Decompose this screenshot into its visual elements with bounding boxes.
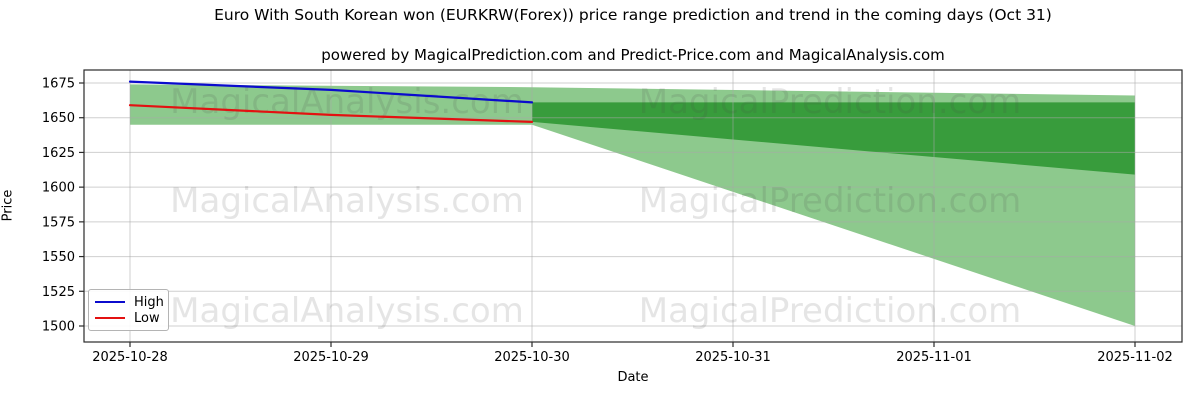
y-tick-label: 1500 <box>42 319 75 334</box>
x-axis-label: Date <box>617 370 649 385</box>
chart-title: Euro With South Korean won (EURKRW(Forex… <box>214 6 1052 24</box>
watermark-text: MagicalAnalysis.com <box>170 291 524 331</box>
x-tick-label: 2025-11-02 <box>1097 350 1173 365</box>
high-line <box>128 80 534 104</box>
low-line <box>128 104 534 124</box>
low-line-swatch <box>95 317 125 319</box>
y-tick-label: 1575 <box>42 215 75 230</box>
legend: High Low <box>88 289 169 331</box>
y-tick-label: 1550 <box>42 250 75 265</box>
plot-border <box>83 69 1183 343</box>
high-line-swatch <box>95 301 125 303</box>
y-tick-label: 1675 <box>42 77 75 92</box>
legend-label-low: Low <box>134 310 160 326</box>
watermark-text: MagicalAnalysis.com <box>170 181 524 221</box>
y-tick-label: 1600 <box>42 181 75 196</box>
x-tick-label: 2025-10-28 <box>92 350 168 365</box>
watermark-text: MagicalPrediction.com <box>639 82 1022 122</box>
y-axis-label: Price <box>0 189 16 222</box>
chart-subtitle: powered by MagicalPrediction.com and Pre… <box>321 46 945 64</box>
y-tick-label: 1625 <box>42 146 75 161</box>
x-tick-label: 2025-10-29 <box>293 350 369 365</box>
x-tick-label: 2025-10-31 <box>695 350 771 365</box>
band-forecast-inner <box>532 102 1135 175</box>
legend-label-high: High <box>134 294 164 310</box>
y-tick-label: 1650 <box>42 111 75 126</box>
legend-item-low: Low <box>95 311 162 326</box>
legend-item-high: High <box>95 294 164 310</box>
x-tick-label: 2025-11-01 <box>896 350 972 365</box>
x-tick-label: 2025-10-30 <box>494 350 570 365</box>
y-tick-label: 1525 <box>42 285 75 300</box>
watermark-text: MagicalPrediction.com <box>639 291 1022 331</box>
watermark-text: MagicalPrediction.com <box>639 181 1022 221</box>
